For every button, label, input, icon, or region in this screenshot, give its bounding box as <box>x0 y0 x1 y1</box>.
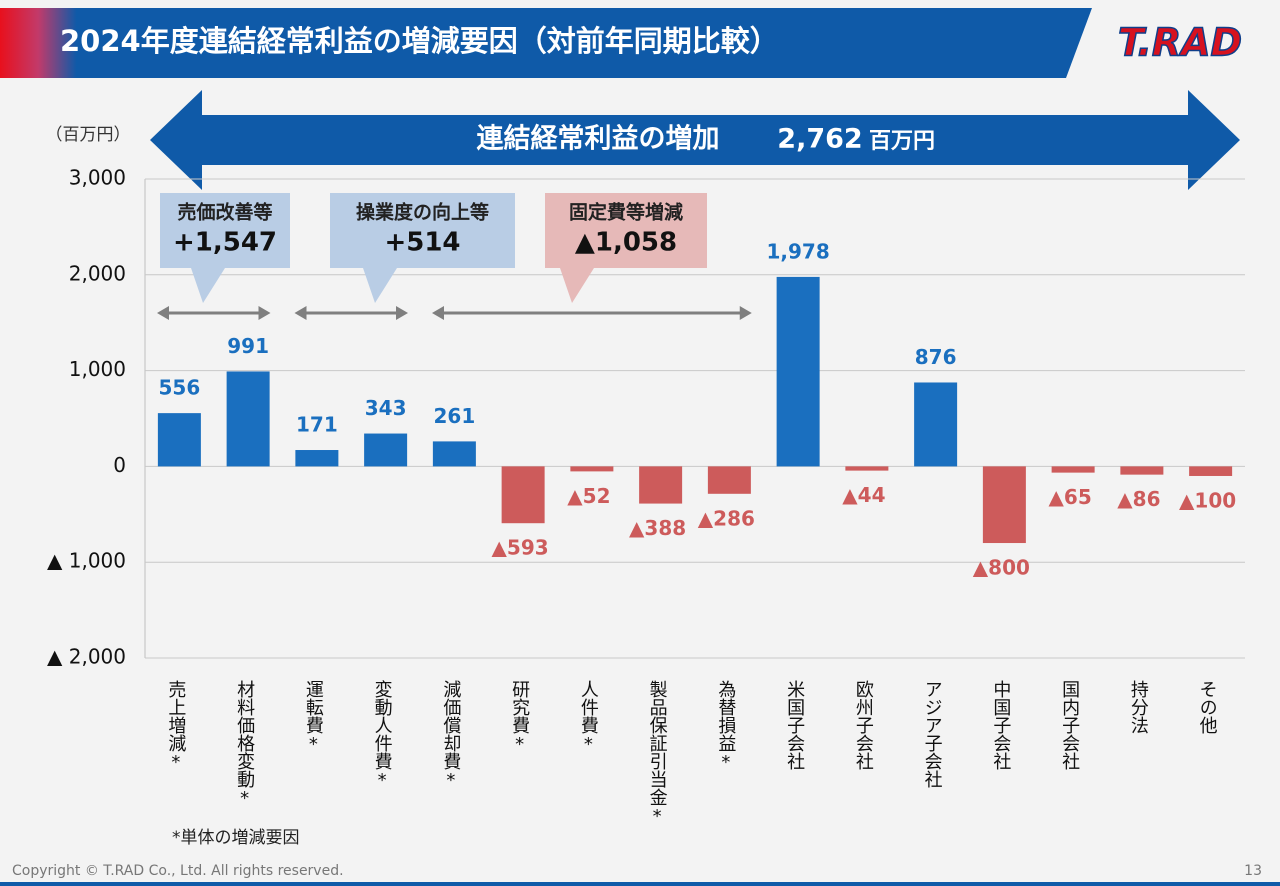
copyright: Copyright © T.RAD Co., Ltd. All rights r… <box>12 863 344 879</box>
value-label: 1,978 <box>766 239 829 263</box>
bar <box>501 466 545 524</box>
bar <box>226 371 270 467</box>
x-tick-label: 変動人件費* <box>372 680 393 791</box>
value-label: 876 <box>915 345 957 369</box>
bar <box>432 441 476 467</box>
x-tick-label: 国内子会社 <box>1059 680 1080 770</box>
total-unit: 百万円 <box>869 129 935 154</box>
x-tick-label: 欧州子会社 <box>853 680 874 770</box>
callout-label: 操業度の向上等 <box>356 201 489 224</box>
callout-value: ▲1,058 <box>575 228 677 258</box>
value-label: ▲52 <box>567 484 610 508</box>
bar <box>570 466 614 472</box>
x-tick-label: 売上増減* <box>165 680 186 773</box>
value-label: ▲286 <box>698 506 755 530</box>
total-label: 連結経常利益の増加 <box>477 123 720 155</box>
x-tick-label: 減価償却費* <box>440 680 461 791</box>
bar <box>707 466 751 494</box>
span-arrow-head <box>739 306 752 320</box>
x-tick-label: 製品保証引当金* <box>647 680 668 827</box>
footnote: *単体の増減要因 <box>172 828 300 848</box>
callout-box <box>160 193 290 303</box>
callout-label: 固定費等増減 <box>569 201 683 224</box>
value-label: 343 <box>365 396 407 420</box>
x-tick-label: 持分法 <box>1128 680 1149 734</box>
bar <box>639 466 683 504</box>
bar <box>364 433 408 467</box>
x-tick-label: 材料価格変動* <box>234 680 255 809</box>
y-tick-label: 2,000 <box>69 261 126 285</box>
bar <box>776 276 820 467</box>
x-tick-label: アジア子会社 <box>922 680 943 788</box>
bar <box>1189 466 1233 476</box>
x-tick-label: 為替損益* <box>715 680 736 773</box>
value-label: ▲800 <box>973 556 1030 580</box>
logo: T.RAD <box>1118 21 1242 65</box>
bar <box>295 450 339 467</box>
span-arrow-head <box>432 306 444 320</box>
span-arrow-head <box>396 306 408 320</box>
bottom-rule <box>0 882 1280 886</box>
bar <box>982 466 1026 544</box>
callout-label: 売価改善等 <box>177 201 272 224</box>
span-arrow-head <box>157 306 169 320</box>
page-number: 13 <box>1244 863 1262 879</box>
value-label: ▲388 <box>629 516 686 540</box>
x-tick-label: 米国子会社 <box>784 680 805 770</box>
total-value: 2,762 <box>777 124 862 155</box>
total-arrow <box>150 90 1240 190</box>
x-tick-label: その他 <box>1197 680 1218 734</box>
value-label: 991 <box>227 334 269 358</box>
callout-value: +1,547 <box>173 228 277 258</box>
bar <box>1120 466 1164 475</box>
callout-value: +514 <box>384 228 460 258</box>
callout-box <box>545 193 707 303</box>
value-label: ▲44 <box>842 483 885 507</box>
value-label: 171 <box>296 413 338 437</box>
title-bar <box>0 8 1092 78</box>
y-tick-label: ▲ 1,000 <box>47 549 126 573</box>
x-tick-label: 運転費* <box>303 680 324 755</box>
span-arrow-head <box>258 306 271 320</box>
x-tick-label: 中国子会社 <box>990 680 1011 770</box>
value-label: ▲100 <box>1179 488 1236 512</box>
y-tick-label: ▲ 2,000 <box>47 645 126 669</box>
y-tick-label: 3,000 <box>69 166 126 190</box>
x-tick-label: 人件費* <box>578 680 599 755</box>
bar <box>914 382 958 467</box>
value-label: ▲65 <box>1049 485 1092 509</box>
span-arrow-head <box>294 306 307 320</box>
bar <box>157 413 201 467</box>
unit-label: （百万円） <box>46 125 131 145</box>
bar <box>1051 466 1095 473</box>
title: 2024年度連結経常利益の増減要因（対前年同期比較） <box>60 24 779 58</box>
y-tick-label: 1,000 <box>69 357 126 381</box>
value-label: ▲593 <box>492 536 549 560</box>
y-tick-label: 0 <box>113 453 126 477</box>
value-label: 261 <box>434 404 476 428</box>
callout-box <box>330 193 515 303</box>
value-label: ▲86 <box>1117 487 1160 511</box>
value-label: 556 <box>159 376 201 400</box>
bar <box>845 466 889 471</box>
x-tick-label: 研究費* <box>509 680 530 755</box>
